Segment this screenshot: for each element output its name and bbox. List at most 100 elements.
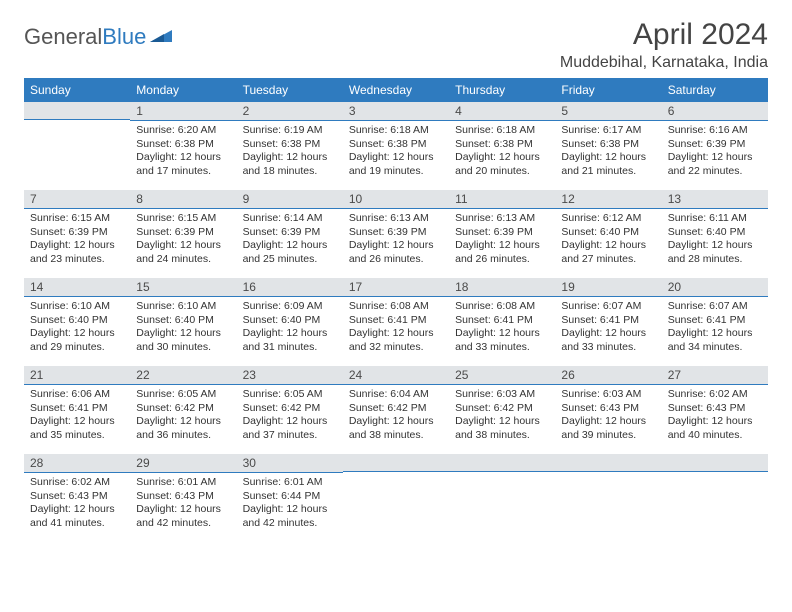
sunrise-line: Sunrise: 6:17 AM: [561, 124, 655, 138]
sunrise-line: Sunrise: 6:14 AM: [243, 212, 337, 226]
sunset-line: Sunset: 6:41 PM: [349, 314, 443, 328]
sunrise-line: Sunrise: 6:19 AM: [243, 124, 337, 138]
brand-blue-triangle-icon: [150, 28, 172, 46]
calendar-cell: 24Sunrise: 6:04 AMSunset: 6:42 PMDayligh…: [343, 366, 449, 454]
calendar-cell: 25Sunrise: 6:03 AMSunset: 6:42 PMDayligh…: [449, 366, 555, 454]
sunset-line: Sunset: 6:43 PM: [30, 490, 124, 504]
calendar-cell: 5Sunrise: 6:17 AMSunset: 6:38 PMDaylight…: [555, 102, 661, 190]
sunset-line: Sunset: 6:38 PM: [243, 138, 337, 152]
calendar-cell: [662, 454, 768, 542]
day-number-bar: 23: [237, 366, 343, 385]
day-details: Sunrise: 6:06 AMSunset: 6:41 PMDaylight:…: [24, 385, 130, 443]
sunset-line: Sunset: 6:39 PM: [455, 226, 549, 240]
calendar-week-row: 28Sunrise: 6:02 AMSunset: 6:43 PMDayligh…: [24, 454, 768, 542]
sunset-line: Sunset: 6:40 PM: [561, 226, 655, 240]
daylight-line: Daylight: 12 hours and 22 minutes.: [668, 151, 762, 178]
day-details: Sunrise: 6:13 AMSunset: 6:39 PMDaylight:…: [449, 209, 555, 267]
calendar-cell: 16Sunrise: 6:09 AMSunset: 6:40 PMDayligh…: [237, 278, 343, 366]
weekday-header: Monday: [130, 78, 236, 102]
sunset-line: Sunset: 6:39 PM: [30, 226, 124, 240]
day-number-bar: 11: [449, 190, 555, 209]
sunset-line: Sunset: 6:38 PM: [561, 138, 655, 152]
day-details: Sunrise: 6:10 AMSunset: 6:40 PMDaylight:…: [130, 297, 236, 355]
calendar-cell: 3 Sunrise: 6:18 AMSunset: 6:38 PMDaylight…: [343, 102, 449, 190]
calendar-cell: [449, 454, 555, 542]
daylight-line: Daylight: 12 hours and 40 minutes.: [668, 415, 762, 442]
day-number-bar: 4: [449, 102, 555, 121]
day-number-bar: 28: [24, 454, 130, 473]
calendar-cell: [555, 454, 661, 542]
day-details: Sunrise: 6:12 AMSunset: 6:40 PMDaylight:…: [555, 209, 661, 267]
day-number-bar: 29: [130, 454, 236, 473]
sunset-line: Sunset: 6:40 PM: [243, 314, 337, 328]
sunrise-line: Sunrise: 6:12 AM: [561, 212, 655, 226]
sunset-line: Sunset: 6:43 PM: [561, 402, 655, 416]
day-number-bar: 18: [449, 278, 555, 297]
sunset-line: Sunset: 6:38 PM: [349, 138, 443, 152]
location-subtitle: Muddebihal, Karnataka, India: [560, 54, 768, 72]
sunrise-line: Sunrise: 6:08 AM: [349, 300, 443, 314]
daylight-line: Daylight: 12 hours and 36 minutes.: [136, 415, 230, 442]
daylight-line: Daylight: 12 hours and 20 minutes.: [455, 151, 549, 178]
sunrise-line: Sunrise: 6:02 AM: [668, 388, 762, 402]
calendar-cell: 15Sunrise: 6:10 AMSunset: 6:40 PMDayligh…: [130, 278, 236, 366]
sunrise-line: Sunrise: 6:15 AM: [30, 212, 124, 226]
calendar-cell: 10Sunrise: 6:13 AMSunset: 6:39 PMDayligh…: [343, 190, 449, 278]
daylight-line: Daylight: 12 hours and 26 minutes.: [455, 239, 549, 266]
daylight-line: Daylight: 12 hours and 19 minutes.: [349, 151, 443, 178]
sunrise-line: Sunrise: 6:10 AM: [136, 300, 230, 314]
day-details: Sunrise: 6:07 AMSunset: 6:41 PMDaylight:…: [555, 297, 661, 355]
calendar-cell: 30Sunrise: 6:01 AMSunset: 6:44 PMDayligh…: [237, 454, 343, 542]
day-number-bar: 6: [662, 102, 768, 121]
sunset-line: Sunset: 6:41 PM: [668, 314, 762, 328]
daylight-line: Daylight: 12 hours and 42 minutes.: [136, 503, 230, 530]
sunrise-line: Sunrise: 6:18 AM: [349, 124, 443, 138]
calendar-cell: 28Sunrise: 6:02 AMSunset: 6:43 PMDayligh…: [24, 454, 130, 542]
daylight-line: Daylight: 12 hours and 18 minutes.: [243, 151, 337, 178]
day-details: Sunrise: 6:08 AMSunset: 6:41 PMDaylight:…: [449, 297, 555, 355]
day-number-bar: [555, 454, 661, 472]
day-number-bar: [449, 454, 555, 472]
day-details: Sunrise: 6:19 AMSunset: 6:38 PMDaylight:…: [237, 121, 343, 179]
calendar-week-row: 7Sunrise: 6:15 AMSunset: 6:39 PMDaylight…: [24, 190, 768, 278]
day-details: Sunrise: 6:18 AMSunset: 6:38 PMDaylight:…: [449, 121, 555, 179]
sunset-line: Sunset: 6:39 PM: [136, 226, 230, 240]
daylight-line: Daylight: 12 hours and 27 minutes.: [561, 239, 655, 266]
calendar-cell: [24, 102, 130, 190]
calendar-cell: 14Sunrise: 6:10 AMSunset: 6:40 PMDayligh…: [24, 278, 130, 366]
sunrise-line: Sunrise: 6:03 AM: [561, 388, 655, 402]
sunrise-line: Sunrise: 6:18 AM: [455, 124, 549, 138]
sunset-line: Sunset: 6:38 PM: [136, 138, 230, 152]
calendar-body: 1Sunrise: 6:20 AMSunset: 6:38 PMDaylight…: [24, 102, 768, 542]
daylight-line: Daylight: 12 hours and 38 minutes.: [455, 415, 549, 442]
day-number-bar: 19: [555, 278, 661, 297]
daylight-line: Daylight: 12 hours and 33 minutes.: [455, 327, 549, 354]
calendar-cell: 1Sunrise: 6:20 AMSunset: 6:38 PMDaylight…: [130, 102, 236, 190]
weekday-header: Wednesday: [343, 78, 449, 102]
day-details: Sunrise: 6:15 AMSunset: 6:39 PMDaylight:…: [24, 209, 130, 267]
day-number-bar: 21: [24, 366, 130, 385]
daylight-line: Daylight: 12 hours and 33 minutes.: [561, 327, 655, 354]
day-details: Sunrise: 6:11 AMSunset: 6:40 PMDaylight:…: [662, 209, 768, 267]
day-details: Sunrise: 6:17 AMSunset: 6:38 PMDaylight:…: [555, 121, 661, 179]
sunrise-line: Sunrise: 6:04 AM: [349, 388, 443, 402]
calendar-cell: 7Sunrise: 6:15 AMSunset: 6:39 PMDaylight…: [24, 190, 130, 278]
title-block: April 2024 Muddebihal, Karnataka, India: [560, 18, 768, 72]
day-number-bar: 3: [343, 102, 449, 121]
sunrise-line: Sunrise: 6:16 AM: [668, 124, 762, 138]
sunrise-line: Sunrise: 6:20 AM: [136, 124, 230, 138]
brand-part2: Blue: [102, 24, 146, 49]
calendar-cell: 19Sunrise: 6:07 AMSunset: 6:41 PMDayligh…: [555, 278, 661, 366]
weekday-header: Thursday: [449, 78, 555, 102]
calendar-cell: [343, 454, 449, 542]
daylight-line: Daylight: 12 hours and 32 minutes.: [349, 327, 443, 354]
day-number-bar: 24: [343, 366, 449, 385]
day-details: Sunrise: 6:05 AMSunset: 6:42 PMDaylight:…: [130, 385, 236, 443]
calendar-week-row: 21Sunrise: 6:06 AMSunset: 6:41 PMDayligh…: [24, 366, 768, 454]
sunrise-line: Sunrise: 6:10 AM: [30, 300, 124, 314]
calendar-cell: 4Sunrise: 6:18 AMSunset: 6:38 PMDaylight…: [449, 102, 555, 190]
day-number-bar: 30: [237, 454, 343, 473]
sunrise-line: Sunrise: 6:09 AM: [243, 300, 337, 314]
day-number-bar: 25: [449, 366, 555, 385]
weekday-header: Friday: [555, 78, 661, 102]
